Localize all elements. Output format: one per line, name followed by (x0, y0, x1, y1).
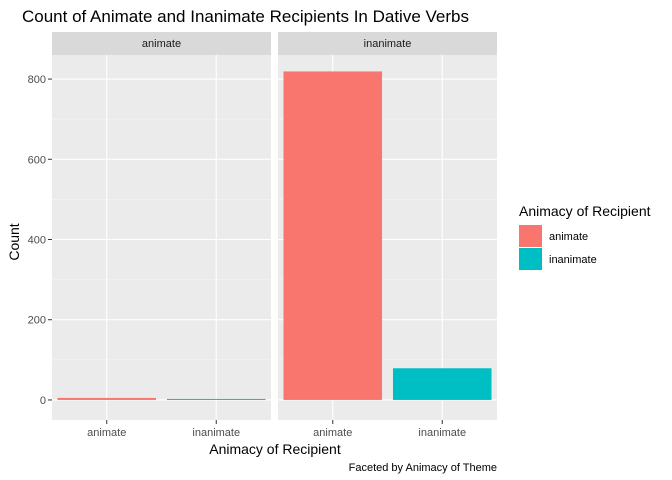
y-axis: 0 200 400 600 800 (28, 74, 52, 407)
facet-strip-label: animate (142, 38, 181, 50)
y-tick-label: 800 (28, 74, 46, 86)
facet-panel-animate: animate animate inanimate (52, 32, 271, 439)
y-tick-label: 400 (28, 235, 46, 247)
legend-label-inanimate: inanimate (549, 254, 597, 266)
x-tick-label: inanimate (418, 427, 466, 439)
facet-panel-inanimate: inanimate animate inanimate (278, 32, 497, 439)
legend: Animacy of Recipient animate inanimate (519, 203, 651, 270)
x-tick-label: animate (313, 427, 352, 439)
x-tick-label: inanimate (192, 427, 240, 439)
x-tick-label: animate (87, 427, 126, 439)
legend-title: Animacy of Recipient (519, 203, 651, 219)
y-tick-label: 0 (40, 395, 46, 407)
bar-inanimate-inanimate (392, 368, 492, 400)
facet-strip-label: inanimate (364, 38, 412, 50)
caption: Faceted by Animacy of Theme (349, 462, 497, 474)
bar-animate-inanimate (166, 398, 266, 400)
legend-key-animate (519, 225, 542, 247)
legend-key-inanimate (519, 248, 542, 270)
panel-background (52, 55, 271, 420)
x-axis-label: Animacy of Recipient (209, 441, 341, 457)
facet-strip (52, 32, 271, 55)
y-tick-label: 600 (28, 154, 46, 166)
bar-animate-animate (57, 397, 157, 400)
facet-strip (278, 32, 497, 55)
y-tick-label: 200 (28, 315, 46, 327)
y-axis-label: Count (6, 223, 22, 260)
legend-label-animate: animate (549, 231, 588, 243)
bar-inanimate-animate (283, 71, 383, 400)
chart-title: Count of Animate and Inanimate Recipient… (22, 7, 469, 26)
